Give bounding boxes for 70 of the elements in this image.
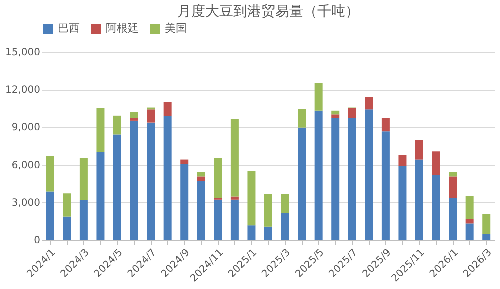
bar	[180, 164, 189, 240]
bar	[197, 176, 206, 182]
bar	[96, 152, 105, 240]
bar	[63, 194, 72, 217]
chart-title: 月度大豆到港贸易量（千吨）	[178, 4, 360, 20]
bar	[63, 216, 72, 240]
legend-label: 巴西	[58, 22, 80, 35]
bar	[281, 194, 290, 214]
bar	[197, 181, 206, 240]
bar	[432, 152, 440, 176]
bar	[147, 110, 156, 123]
bar	[164, 116, 172, 240]
bar	[482, 234, 491, 240]
bar	[130, 112, 138, 118]
bar	[214, 200, 222, 240]
bar	[432, 175, 440, 240]
bar	[46, 192, 54, 240]
bar	[482, 214, 491, 234]
bar	[416, 140, 424, 160]
bar	[416, 160, 424, 240]
bar	[348, 118, 356, 240]
bar	[197, 172, 206, 177]
bar	[449, 198, 458, 240]
bar	[130, 118, 138, 121]
bar	[281, 213, 290, 240]
bar	[298, 128, 306, 240]
bar	[214, 158, 222, 198]
bar	[230, 200, 239, 240]
bar	[365, 97, 374, 110]
bar	[80, 200, 88, 240]
y-tick-label: 3,000	[12, 198, 40, 209]
bar	[314, 83, 323, 111]
bar	[248, 226, 256, 240]
bar	[398, 155, 407, 166]
bar	[466, 196, 474, 220]
bar	[96, 108, 105, 152]
bar	[46, 156, 54, 192]
bar	[114, 134, 122, 240]
legend-label: 阿根廷	[106, 22, 139, 35]
bar	[382, 118, 390, 132]
bar	[398, 166, 407, 240]
bar	[147, 122, 156, 240]
bar	[180, 160, 189, 164]
bar	[332, 110, 340, 115]
bar	[382, 132, 390, 240]
y-tick-label: 12,000	[6, 85, 40, 96]
bar	[466, 224, 474, 240]
y-tick-label: 15,000	[6, 48, 40, 58]
bar	[164, 102, 172, 117]
bar	[298, 109, 306, 128]
bar	[365, 110, 374, 240]
bar	[449, 176, 458, 198]
bar	[248, 171, 256, 226]
bar	[130, 120, 138, 240]
y-tick-label: 9,000	[12, 122, 40, 134]
bar	[466, 219, 474, 224]
bar	[80, 158, 88, 201]
bar	[348, 108, 356, 118]
bar	[230, 119, 239, 197]
y-tick-label: 0	[34, 236, 40, 246]
bar	[264, 226, 272, 240]
bar	[449, 172, 458, 177]
bar	[264, 194, 272, 227]
legend-label: 美国	[165, 22, 187, 35]
bar	[332, 118, 340, 240]
y-tick-label: 6,000	[12, 160, 40, 172]
bar	[332, 114, 340, 118]
bar	[314, 110, 323, 240]
bar	[114, 116, 122, 135]
bar	[230, 196, 239, 200]
